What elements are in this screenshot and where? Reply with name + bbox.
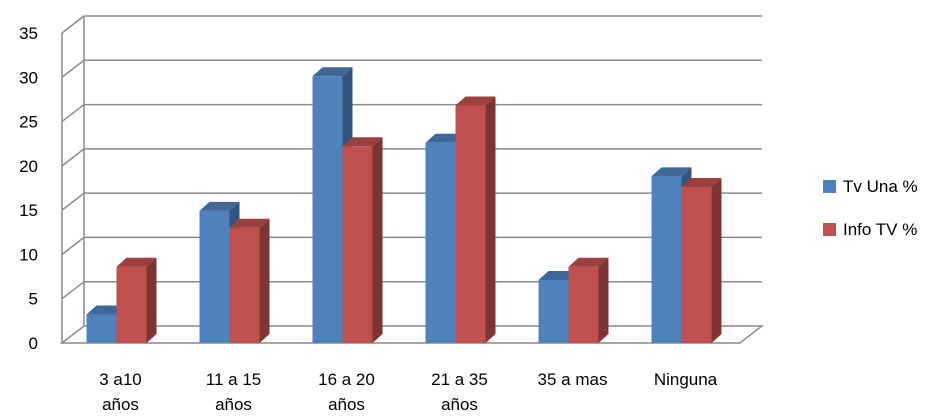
y-tick-label: 0 (29, 334, 38, 353)
bar (229, 218, 270, 343)
y-tick-label: 30 (19, 68, 38, 87)
x-axis-labels: 3 a10 años 11 a 15 años 16 a 20 años 21 a 35 añ… (99, 370, 717, 414)
bar-front (116, 266, 147, 343)
bar-side (485, 96, 496, 344)
bar-top (116, 257, 157, 267)
gridline (61, 15, 762, 34)
x-tick-label: 3 a10 años (99, 370, 142, 414)
legend: Tv Una % Info TV % (823, 177, 918, 239)
bar-front (425, 142, 456, 343)
gridlines (61, 15, 762, 300)
gridline (61, 103, 762, 123)
bar-front (538, 280, 569, 343)
bar-top (199, 201, 240, 211)
bar-front (229, 227, 260, 343)
bar-front (455, 105, 486, 344)
bar-top (455, 96, 496, 106)
bar-top (681, 178, 722, 188)
gridline (61, 192, 762, 211)
legend-swatch (823, 180, 836, 193)
y-tick-label: 20 (19, 157, 38, 176)
bar-side (259, 218, 270, 343)
bar-front (568, 266, 599, 343)
y-tick-label: 15 (19, 201, 38, 220)
y-tick-label: 10 (19, 245, 38, 264)
x-tick-label: Ninguna (654, 370, 718, 389)
bar-top (568, 257, 609, 267)
gridline (61, 236, 762, 256)
bar-top (229, 218, 270, 228)
bar-side (711, 178, 722, 343)
y-axis-ticks: 0 5 10 15 20 25 30 35 (19, 24, 38, 353)
x-tick-label: 21 a 35 años (431, 370, 488, 414)
bar-top (342, 137, 383, 147)
bars (86, 67, 722, 344)
y-tick-label: 5 (29, 290, 38, 309)
gridline (61, 148, 762, 167)
legend-swatch (823, 223, 836, 236)
bar-top (312, 67, 353, 77)
x-tick-label: 35 a mas (538, 370, 608, 389)
legend-label: Info TV % (843, 220, 917, 239)
gridline (61, 280, 762, 300)
bar-front (651, 176, 682, 343)
bar (342, 137, 383, 343)
bar-front (312, 76, 343, 344)
legend-label: Tv Una % (843, 177, 918, 196)
bar-top (651, 167, 692, 177)
y-tick-label: 35 (19, 24, 38, 43)
bar (455, 96, 496, 344)
gridline (61, 59, 762, 78)
bar (568, 257, 609, 343)
x-tick-label: 11 a 15 años (206, 370, 261, 414)
bar-side (372, 137, 383, 343)
bar (681, 178, 722, 343)
bar-front (199, 210, 230, 343)
bar-front (681, 187, 712, 343)
bar (116, 257, 157, 343)
bar-front (86, 314, 117, 343)
bar-side (598, 257, 609, 343)
bar-front (342, 146, 373, 343)
bar-side (146, 257, 157, 343)
x-tick-label: 16 a 20 años (318, 370, 375, 414)
y-tick-label: 25 (19, 113, 38, 132)
